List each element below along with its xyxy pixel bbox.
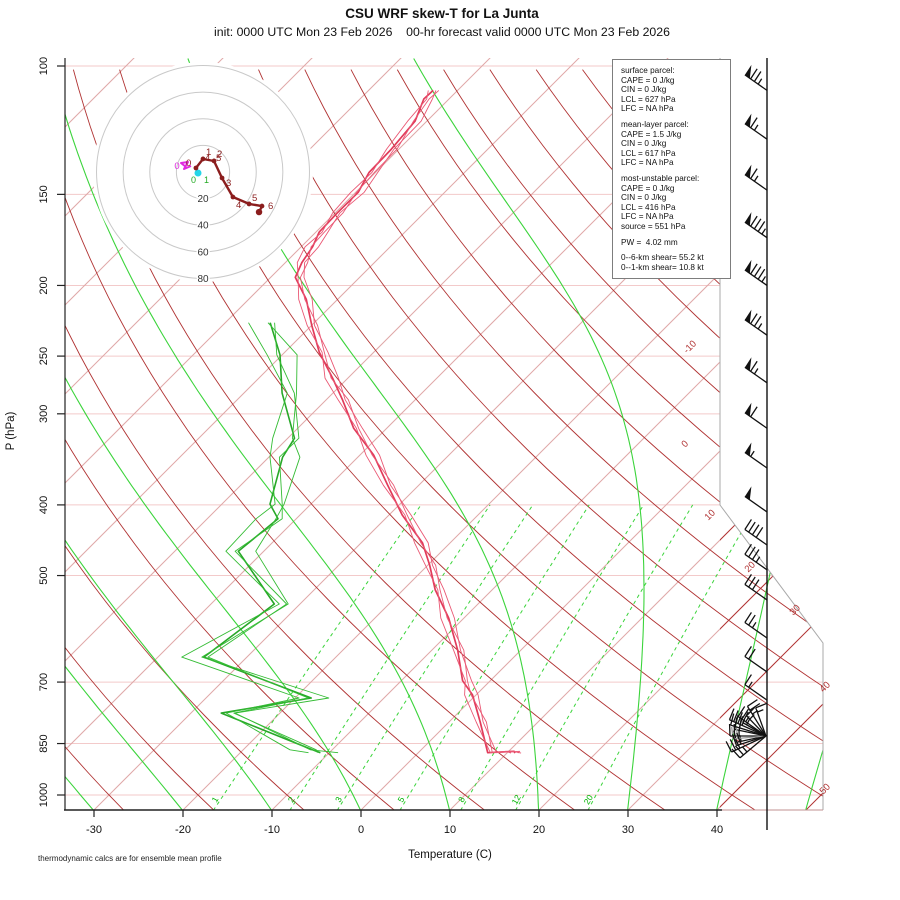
dewpoint-profile — [181, 322, 339, 754]
svg-text:12: 12 — [509, 793, 523, 806]
parcel-info-box: surface parcel: CAPE = 0 J/kg CIN = 0 J/kg… — [612, 59, 731, 280]
svg-text:1: 1 — [209, 795, 220, 804]
axes: -30 -20 -10 0 10 20 30 401001502002503004005007… — [38, 57, 824, 836]
svg-text:5: 5 — [395, 795, 406, 804]
svg-text:40: 40 — [197, 221, 209, 232]
svg-text:4: 4 — [236, 200, 241, 211]
svg-text:4: 4 — [205, 153, 210, 164]
svg-text:80: 80 — [197, 274, 209, 285]
svg-text:-10: -10 — [264, 824, 280, 836]
wind-barbs — [744, 58, 768, 830]
svg-text:10: 10 — [703, 508, 718, 523]
info-section: surface parcel: CAPE = 0 J/kg CIN = 0 J/kg… — [621, 66, 676, 114]
svg-text:250: 250 — [38, 347, 50, 365]
svg-text:1: 1 — [204, 175, 209, 185]
svg-text:5: 5 — [216, 153, 221, 164]
svg-text:400: 400 — [38, 496, 50, 514]
svg-text:-10: -10 — [681, 338, 698, 355]
svg-text:8: 8 — [456, 795, 467, 804]
svg-text:40: 40 — [711, 824, 723, 836]
svg-text:10: 10 — [444, 824, 456, 836]
surface-barb-cluster — [725, 699, 768, 759]
info-section: most-unstable parcel: CAPE = 0 J/kg CIN = … — [621, 173, 700, 231]
svg-text:0: 0 — [358, 824, 364, 836]
svg-text:1: 1 — [206, 147, 211, 158]
svg-text:850: 850 — [38, 734, 50, 752]
svg-text:500: 500 — [38, 566, 50, 584]
isotherm-lines-wedge — [720, 505, 823, 810]
svg-text:20: 20 — [582, 793, 596, 806]
temperature-profile — [294, 89, 522, 754]
svg-text:200: 200 — [38, 276, 50, 294]
svg-text:30: 30 — [788, 603, 803, 618]
svg-text:60: 60 — [197, 247, 209, 258]
info-section: PW = 4.02 mm — [621, 237, 678, 247]
svg-text:0: 0 — [679, 438, 691, 450]
svg-text:2: 2 — [217, 149, 222, 160]
page-subtitle: init: 0000 UTC Mon 23 Feb 2026 00-hr for… — [214, 25, 670, 39]
mixing-ratio-labels: 1 2 3 5 8 12 20 — [209, 793, 595, 806]
svg-text:700: 700 — [38, 673, 50, 691]
svg-text:6: 6 — [268, 201, 273, 212]
footer-note: thermodynamic calcs are for ensemble mea… — [38, 854, 222, 863]
svg-text:-30: -30 — [86, 824, 102, 836]
svg-text:0: 0 — [174, 161, 179, 172]
mixing-ratio-lines — [212, 504, 758, 810]
svg-text:1000: 1000 — [38, 783, 50, 807]
x-axis-label: Temperature (C) — [408, 849, 492, 861]
svg-text:3: 3 — [333, 795, 344, 804]
svg-text:20: 20 — [533, 824, 545, 836]
y-axis-label: P (hPa) — [5, 411, 17, 451]
svg-text:5: 5 — [252, 193, 257, 204]
svg-text:0: 0 — [191, 175, 196, 185]
svg-text:2: 2 — [286, 795, 297, 804]
svg-text:300: 300 — [38, 405, 50, 423]
svg-text:0: 0 — [186, 158, 191, 169]
page-title: CSU WRF skew-T for La Junta — [345, 6, 539, 21]
svg-text:-20: -20 — [175, 824, 191, 836]
info-section: mean-layer parcel: CAPE = 1.5 J/kg CIN = 0… — [621, 119, 689, 168]
svg-text:20: 20 — [197, 194, 209, 205]
svg-text:100: 100 — [38, 57, 50, 75]
svg-text:3: 3 — [226, 178, 231, 189]
svg-text:30: 30 — [622, 824, 634, 836]
info-section: 0--6-km shear= 55.2 kt 0--1-km shear= 10.… — [621, 253, 704, 272]
svg-text:150: 150 — [38, 185, 50, 203]
